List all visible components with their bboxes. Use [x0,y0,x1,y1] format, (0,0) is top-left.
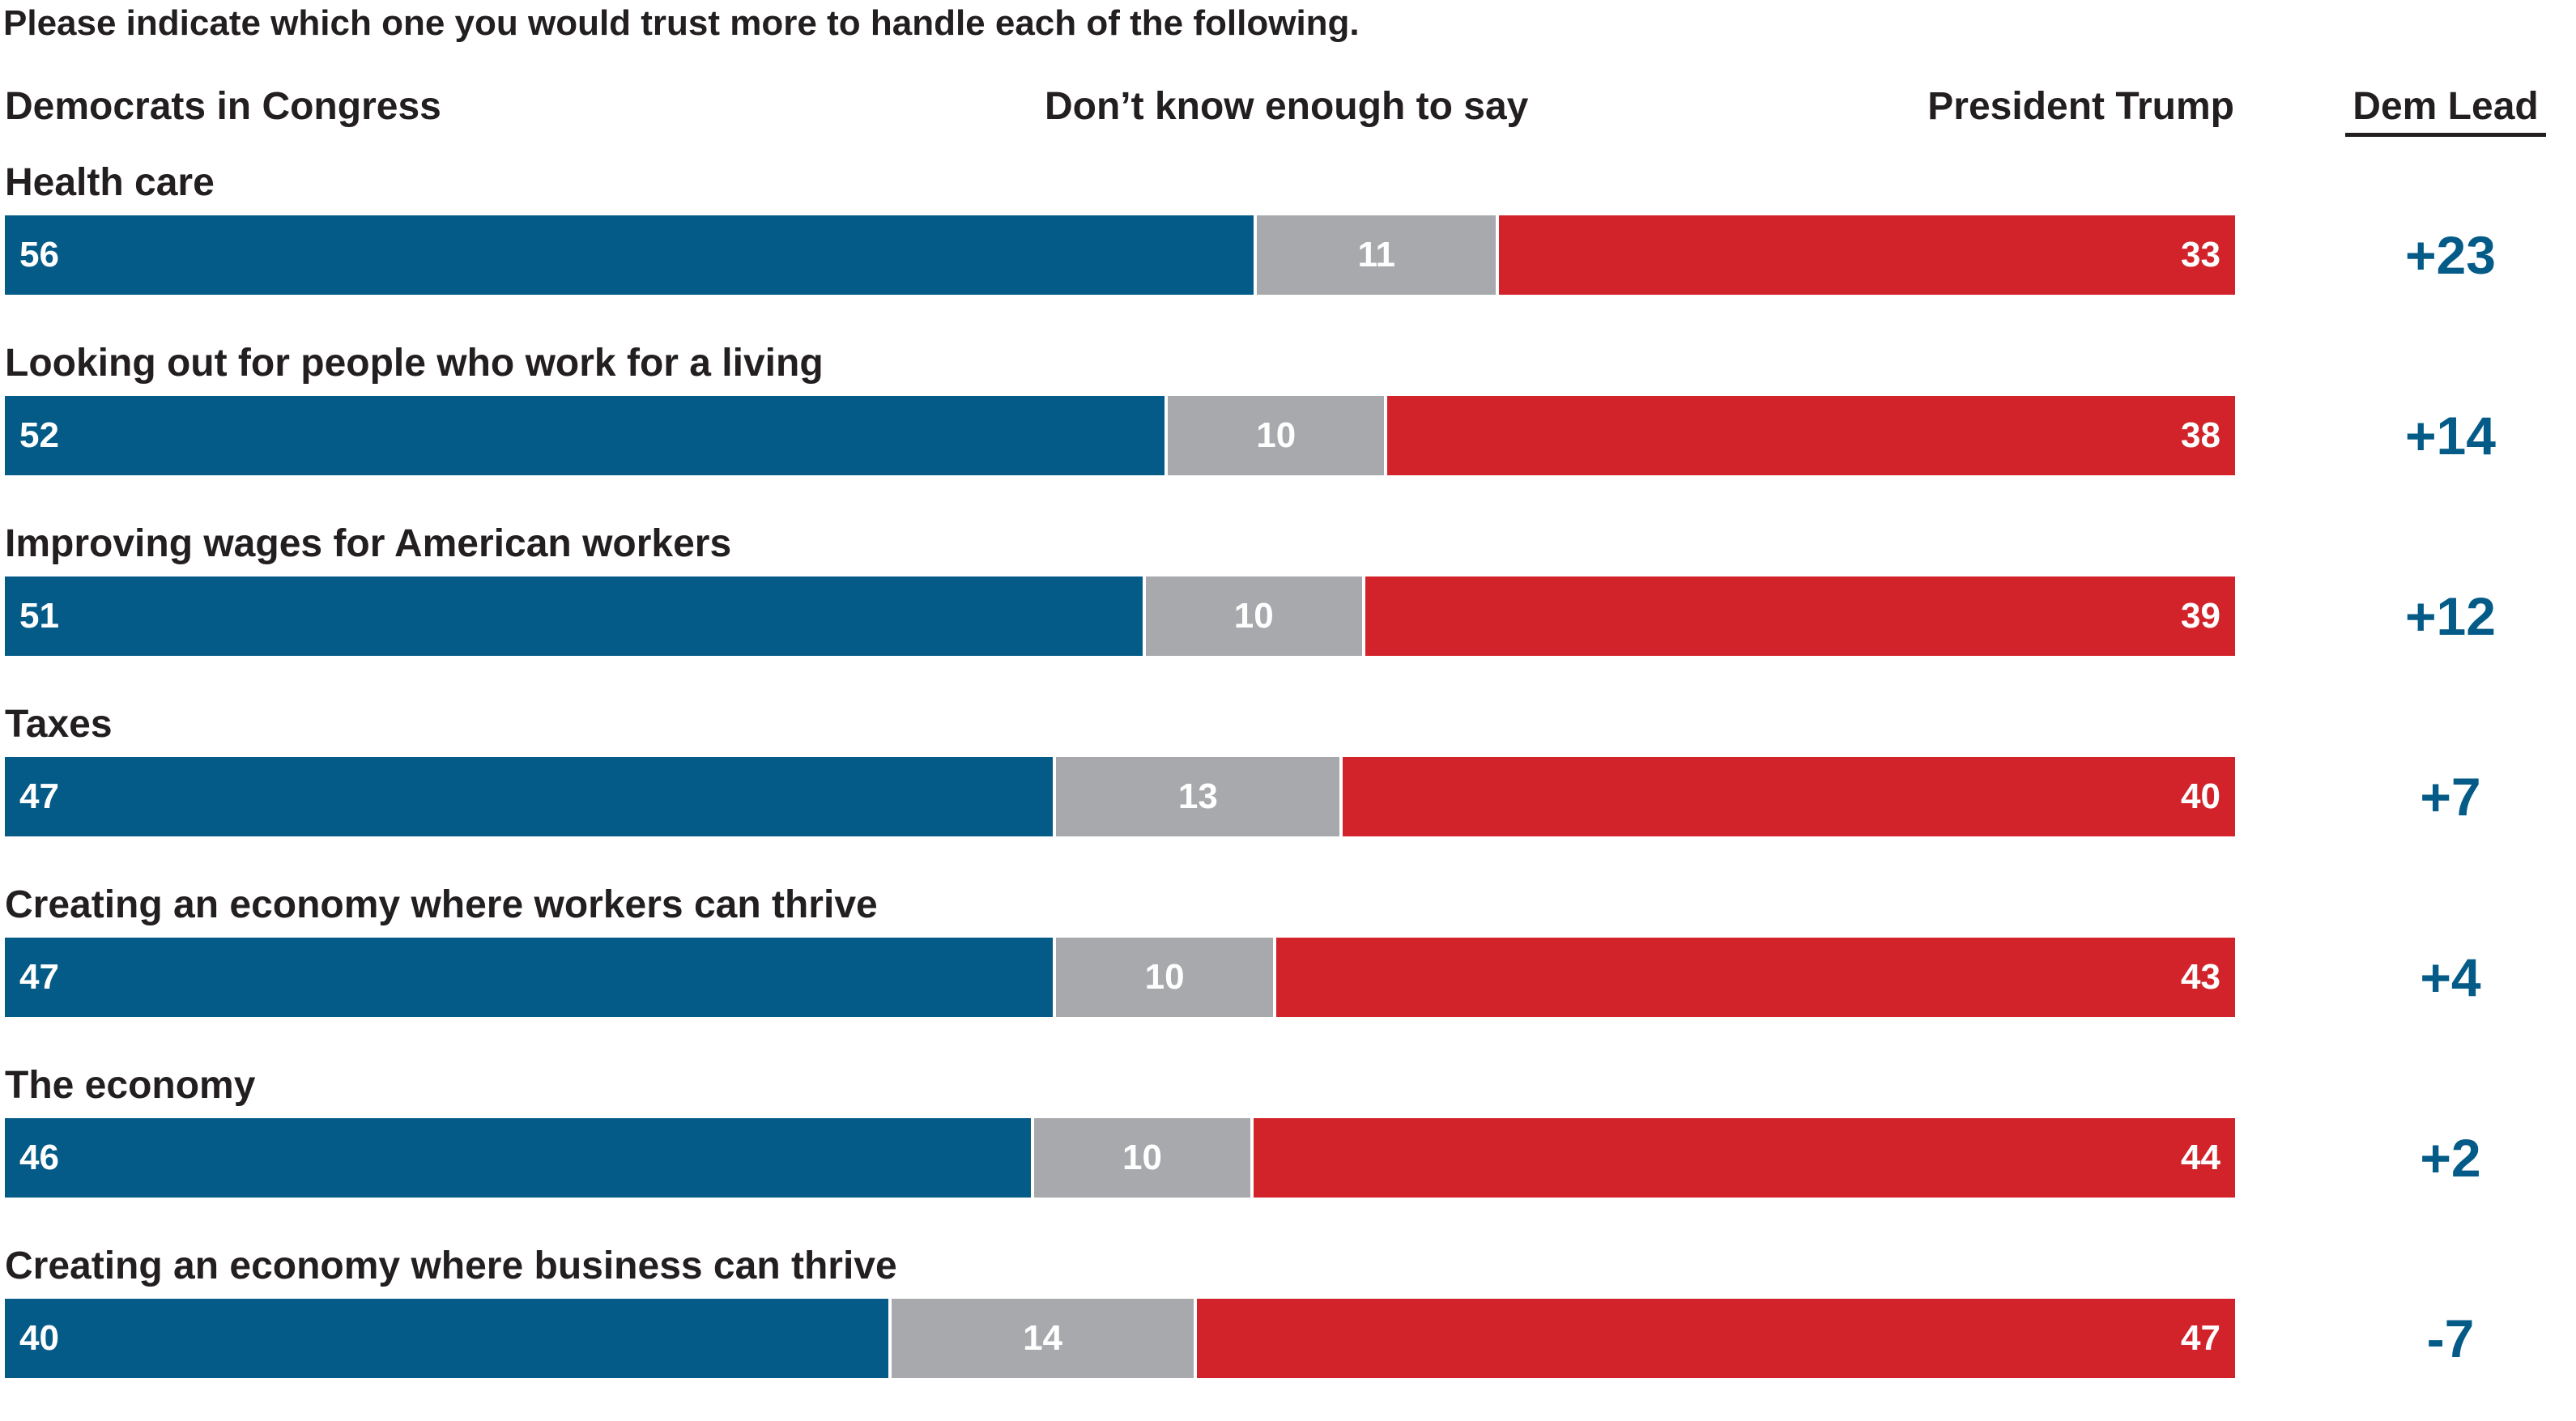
bar-value-label: 46 [19,1138,59,1177]
dem-lead-value: +4 [2420,947,2481,1007]
bar-value-label: 33 [2181,235,2220,274]
bar-value-label: 11 [1357,235,1395,274]
row-label: Improving wages for American workers [5,522,732,565]
bar-value-label: 44 [2181,1138,2220,1177]
bar-value-label: 14 [1023,1318,1063,1358]
dem-lead-value: +7 [2420,767,2481,827]
bar-segment-dont-know: 10 [1053,938,1276,1017]
dem-lead-underline [2345,133,2546,137]
bar-value-label: 38 [2181,415,2220,455]
bar-segment-democrats: 52 [5,396,1165,475]
stacked-bar: 40 14 47 [5,1299,2235,1378]
bar-segment-democrats: 46 [5,1118,1031,1198]
stacked-bar: 47 10 43 [5,938,2235,1017]
bar-segment-democrats: 47 [5,757,1054,836]
dem-lead-value: +12 [2405,586,2496,646]
bar-value-label: 10 [1144,957,1185,997]
row-label: Taxes [5,703,113,746]
bar-segment-trump: 43 [1275,938,2235,1017]
bar-value-label: 43 [2181,957,2220,997]
chart-title: Please indicate which one you would trus… [3,3,1360,43]
bar-value-label: 40 [19,1318,59,1358]
dem-lead-header: Dem Lead [2352,85,2539,128]
row-label: Health care [5,161,215,204]
stacked-bar: 56 11 33 [5,215,2235,295]
bar-segment-trump: 38 [1387,396,2235,475]
bar-value-label: 47 [19,776,59,816]
stacked-bar: 51 10 39 [5,576,2235,656]
bar-value-label: 10 [1256,415,1297,455]
bar-value-label: 51 [19,596,59,636]
bar-value-label: 40 [2181,776,2220,816]
bar-segment-dont-know: 10 [1142,576,1365,656]
bar-segment-trump: 33 [1499,215,2235,295]
row-label: The economy [5,1064,256,1107]
bar-segment-trump: 40 [1343,757,2235,836]
bar-value-label: 47 [2181,1318,2220,1358]
bar-segment-democrats: 40 [5,1299,888,1378]
bar-segment-trump: 44 [1254,1118,2235,1198]
bar-segment-trump: 47 [1197,1299,2235,1378]
legend-democrats: Democrats in Congress [5,85,441,128]
bar-value-label: 10 [1122,1138,1162,1177]
bar-value-label: 56 [19,235,59,274]
row-label: Looking out for people who work for a li… [5,342,824,385]
legend-dont-know: Don’t know enough to say [1045,85,1529,128]
stacked-bar: 47 13 40 [5,757,2235,836]
bar-segment-dont-know: 10 [1165,396,1388,475]
bar-segment-democrats: 47 [5,938,1054,1017]
bar-segment-democrats: 56 [5,215,1254,295]
dem-lead-value: +23 [2405,225,2496,285]
bar-segment-dont-know: 11 [1254,215,1500,295]
dem-lead-value: +14 [2405,406,2496,466]
bar-segment-trump: 39 [1365,576,2235,656]
row-label: Creating an economy where business can t… [5,1244,897,1287]
legend-trump: President Trump [1927,85,2234,128]
stacked-bar: 46 10 44 [5,1118,2235,1198]
bar-segment-dont-know: 13 [1053,757,1343,836]
bar-value-label: 47 [19,957,59,997]
dem-lead-value: -7 [2426,1308,2475,1368]
stacked-bar: 52 10 38 [5,396,2235,475]
bar-value-label: 52 [19,415,59,455]
bar-value-label: 39 [2181,596,2220,636]
bar-segment-dont-know: 14 [888,1299,1198,1378]
bar-value-label: 13 [1177,776,1218,816]
bar-value-label: 10 [1233,596,1274,636]
bar-segment-democrats: 51 [5,576,1143,656]
bar-segment-dont-know: 10 [1030,1118,1254,1198]
row-label: Creating an economy where workers can th… [5,883,878,926]
dem-lead-value: +2 [2420,1128,2481,1188]
